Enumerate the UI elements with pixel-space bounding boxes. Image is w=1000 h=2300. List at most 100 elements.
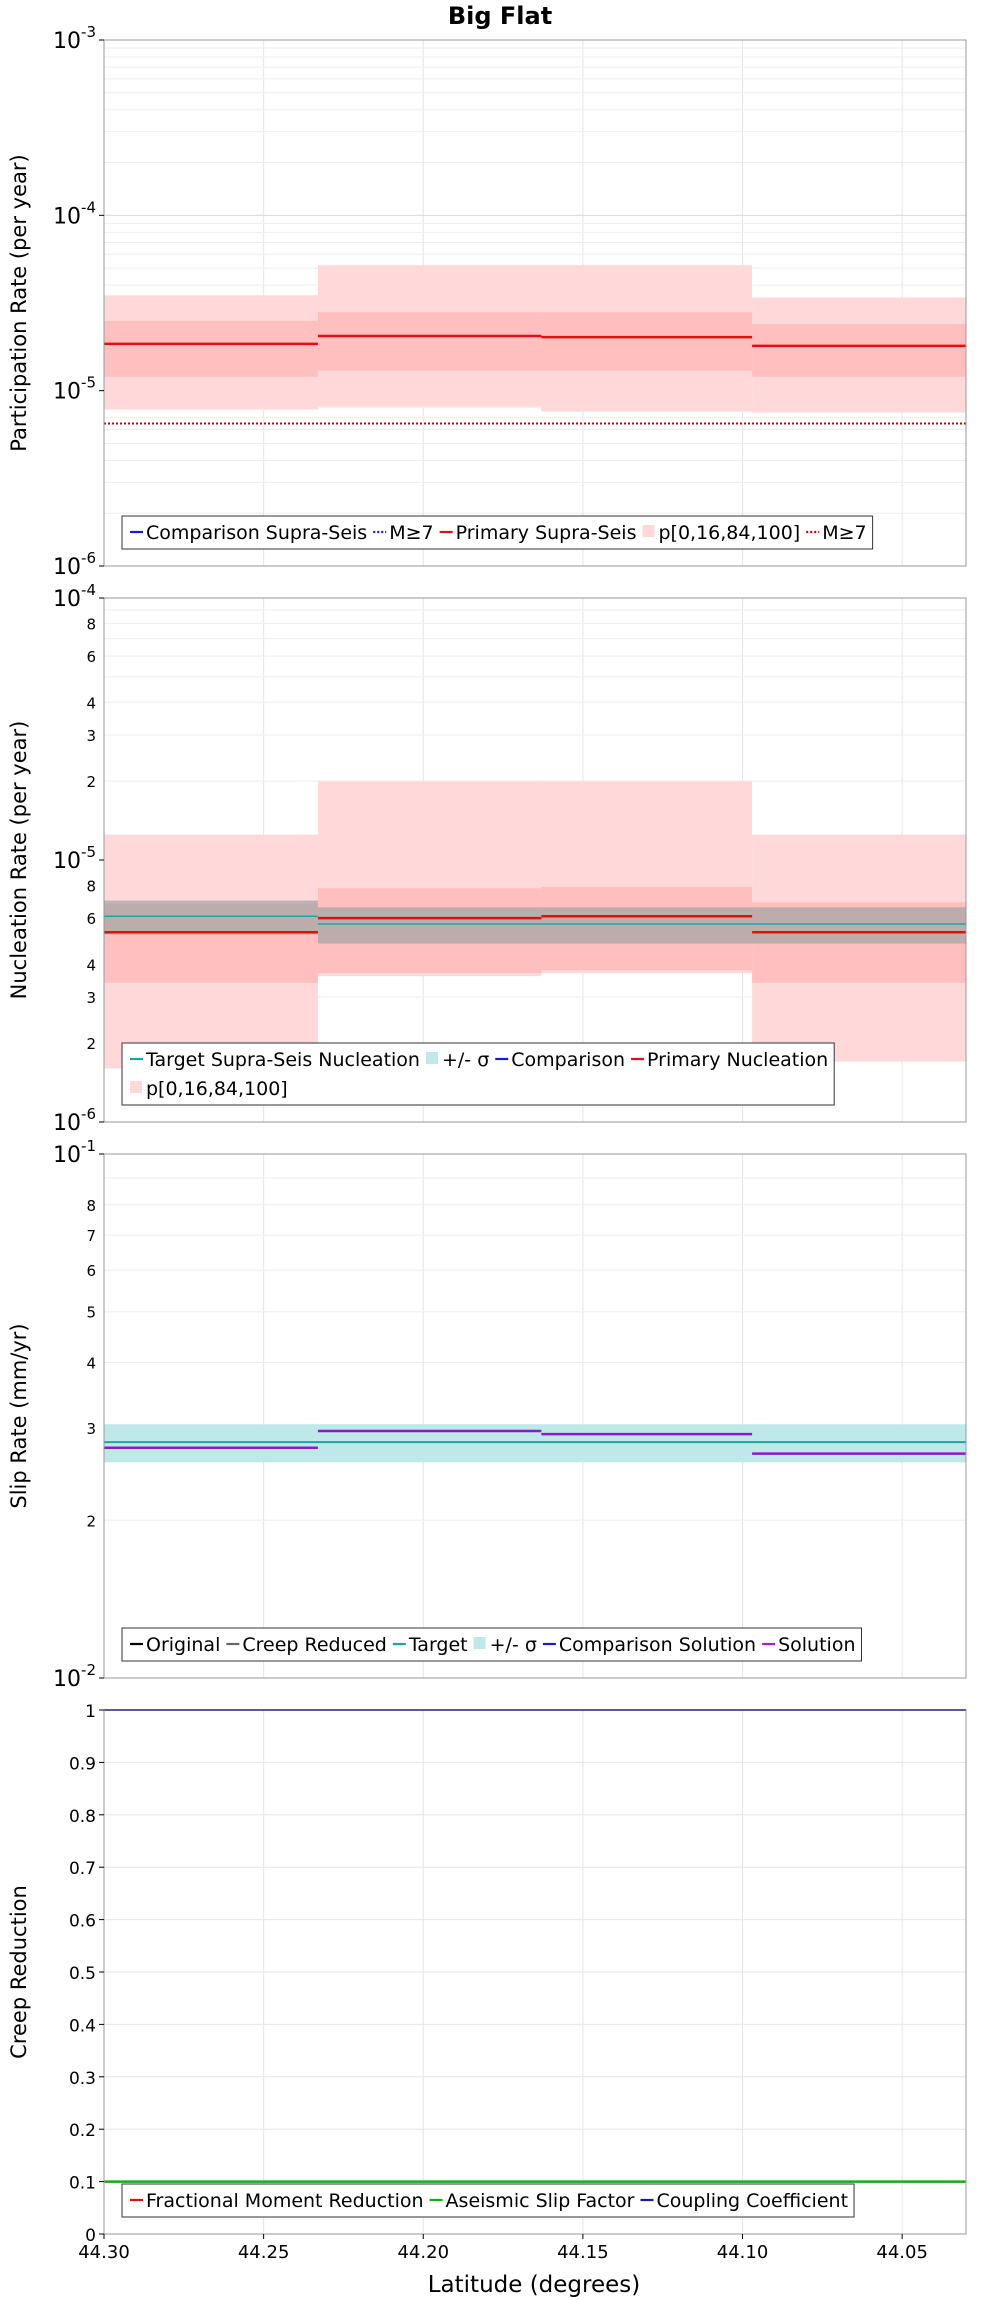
legend-label: Comparison Supra-Seis — [146, 522, 367, 544]
y-tick-label: 0.5 — [69, 1964, 96, 1984]
legend: Fractional Moment Reduction Aseismic Slip… — [121, 2183, 855, 2218]
uncertainty-bands — [104, 265, 966, 413]
band-segment — [752, 324, 966, 377]
band-segment — [541, 312, 753, 371]
figure-title: Big Flat — [448, 2, 552, 30]
y-axis-label: Creep Reduction — [7, 1885, 31, 2059]
legend-item: Comparison Solution — [542, 1634, 756, 1656]
legend-swatch — [425, 1052, 438, 1064]
legend-label: +/- σ — [490, 1634, 537, 1656]
y-minor-tick-label: 4 — [86, 694, 96, 712]
plot-area — [104, 1154, 966, 1678]
legend-item: Original — [130, 1634, 220, 1656]
legend-swatch — [130, 1081, 142, 1093]
y-tick-label: 10-1 — [53, 1137, 96, 1168]
y-tick-label: 10-5 — [53, 374, 96, 405]
legend-label: Aseismic Slip Factor — [446, 2190, 635, 2212]
legend-swatch — [473, 1637, 486, 1649]
legend-item: Primary Supra-Seis — [439, 522, 636, 544]
legend-label: Comparison — [511, 1049, 625, 1071]
y-tick-label: 10-4 — [53, 581, 96, 612]
legend-item: Primary Nucleation — [631, 1049, 828, 1071]
data-series — [104, 914, 966, 934]
legend-item: Fractional Moment Reduction — [130, 2190, 424, 2212]
y-tick-label: 0.1 — [69, 2174, 96, 2194]
y-minor-tick-label: 6 — [86, 1262, 96, 1280]
y-tick-labels: 10-4 10-5 10-6 8 6 4 3 2 8 6 4 3 2 — [53, 581, 104, 1136]
legend-label: M≥7 — [389, 522, 433, 544]
y-tick-label: 0 — [85, 2226, 96, 2246]
y-minor-tick-label: 3 — [86, 727, 96, 745]
legend-item: Target Supra-Seis Nucleation — [130, 1049, 420, 1071]
y-tick-label: 10-2 — [53, 1661, 96, 1692]
data-series — [104, 1429, 966, 1455]
y-minor-tick-label: 6 — [86, 648, 96, 666]
legend-label: Primary Nucleation — [647, 1049, 828, 1071]
legend-box — [121, 515, 874, 550]
legend-item: Aseismic Slip Factor — [429, 2190, 635, 2212]
legend-label: Coupling Coefficient — [656, 2190, 848, 2212]
legend: Target Supra-Seis Nucleation +/- σ Compari… — [121, 1042, 835, 1106]
panels: 10-3 10-4 10-5 10-6 Participation Rate (per … — [7, 23, 967, 2246]
chart-panel-2: 10-4 10-5 10-6 8 6 4 3 2 8 6 4 3 2 Nucleation Rate (p… — [7, 581, 967, 1136]
y-minor-tick-label: 4 — [86, 956, 96, 974]
y-minor-tick-label: 8 — [86, 1197, 96, 1215]
legend-swatch — [642, 525, 655, 537]
band-segment — [104, 900, 318, 935]
legend-label: Solution — [778, 1634, 855, 1656]
legend-item: Coupling Coefficient — [640, 2190, 848, 2212]
chart-panel-3: 10-1 10-2 8 7 6 5 4 3 2 Slip Rate (mm/yr) Original… — [7, 1137, 967, 1692]
x-tick-label: 44.05 — [876, 2242, 928, 2263]
y-minor-tick-label: 8 — [86, 877, 96, 895]
chart-panel-4: 1 0.9 0.8 0.7 0.6 0.5 0.4 0.3 0.2 0.1 0 Creep Reduc… — [7, 1702, 967, 2246]
legend: Comparison Supra-Seis M≥7 Primary Supra-Se… — [121, 515, 874, 550]
legend-label: Target — [408, 1634, 468, 1656]
legend-item: +/- σ — [473, 1634, 537, 1656]
y-tick-labels: 10-3 10-4 10-5 10-6 — [53, 23, 104, 580]
legend: Original Creep Reduced Target +/- σ Comparis… — [121, 1627, 862, 1662]
legend-item: Comparison Supra-Seis — [130, 522, 367, 544]
x-axis-label: Latitude (degrees) — [428, 2272, 641, 2298]
legend-label: Fractional Moment Reduction — [146, 2190, 424, 2212]
x-tick-label: 44.10 — [717, 2242, 769, 2263]
band-segment — [317, 907, 967, 944]
y-tick-label: 10-3 — [53, 23, 96, 54]
y-axis-label: Nucleation Rate (per year) — [7, 721, 31, 1000]
legend-item: Creep Reduced — [226, 1634, 387, 1656]
y-tick-labels: 1 0.9 0.8 0.7 0.6 0.5 0.4 0.3 0.2 0.1 0 — [69, 1702, 104, 2246]
x-axis: 44.30 44.25 44.20 44.15 44.10 44.05 — [78, 2234, 928, 2263]
y-tick-label: 10-6 — [53, 1105, 96, 1136]
legend-box — [121, 1627, 862, 1662]
legend-box — [121, 1042, 835, 1106]
legend-label: Target Supra-Seis Nucleation — [145, 1049, 420, 1071]
y-minor-tick-label: 4 — [86, 1355, 96, 1373]
legend-item: Solution — [762, 1634, 856, 1656]
y-axis-label: Participation Rate (per year) — [7, 154, 31, 451]
y-tick-labels: 10-1 10-2 8 7 6 5 4 3 2 — [53, 1137, 104, 1692]
legend-label: p[0,16,84,100] — [658, 522, 800, 544]
y-minor-tick-label: 8 — [86, 615, 96, 633]
y-minor-tick-label: 2 — [86, 773, 96, 791]
legend-label: Creep Reduced — [242, 1634, 386, 1656]
y-tick-label: 0.8 — [69, 1807, 96, 1827]
y-tick-label: 0.6 — [69, 1912, 96, 1932]
legend-item: M≥7 — [373, 522, 434, 544]
y-minor-tick-label: 2 — [86, 1035, 96, 1053]
x-tick-label: 44.25 — [238, 2242, 290, 2263]
legend-box — [121, 2183, 855, 2218]
legend-item: Target — [392, 1634, 468, 1656]
legend-label: M≥7 — [822, 522, 866, 544]
legend-item: p[0,16,84,100] — [642, 522, 800, 544]
y-tick-label: 1 — [85, 1702, 96, 1722]
x-tick-label: 44.15 — [557, 2242, 609, 2263]
legend-label: p[0,16,84,100] — [146, 1078, 288, 1100]
legend-item: Comparison — [495, 1049, 625, 1071]
legend-item: +/- σ — [425, 1049, 489, 1071]
y-minor-tick-label: 5 — [86, 1304, 96, 1322]
y-tick-label: 10-4 — [53, 198, 96, 229]
y-tick-label: 0.2 — [69, 2121, 96, 2141]
band-segment — [317, 312, 542, 371]
legend-item: M≥7 — [806, 522, 867, 544]
legend-label: Comparison Solution — [559, 1634, 756, 1656]
